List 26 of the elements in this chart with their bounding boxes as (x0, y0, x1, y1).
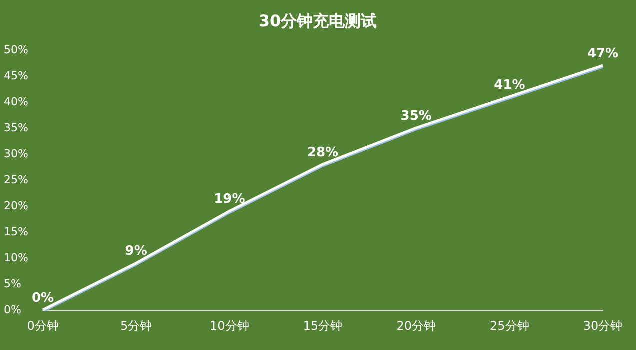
y-tick-label: 50% (4, 44, 28, 56)
data-label: 9% (125, 244, 148, 260)
x-tick-label: 5分钟 (120, 319, 152, 333)
chart-title: 30分钟充电测试 (258, 12, 378, 30)
x-tick-label: 30分钟 (583, 319, 623, 333)
data-label: 47% (587, 46, 619, 62)
y-tick-label: 40% (4, 96, 28, 108)
x-tick-label: 20分钟 (396, 319, 436, 333)
x-tick-label: 15分钟 (303, 319, 343, 333)
data-label: 0% (32, 291, 54, 306)
data-label: 19% (214, 192, 246, 208)
data-label: 28% (307, 145, 339, 160)
y-tick-label: 10% (4, 252, 28, 264)
y-tick-label: 5% (4, 278, 22, 290)
y-tick-label: 0% (4, 304, 22, 316)
data-label: 41% (494, 78, 526, 93)
x-tick-label: 25分钟 (490, 319, 530, 333)
y-tick-label: 35% (4, 122, 28, 134)
y-tick-label: 20% (4, 200, 28, 212)
x-tick-label: 0分钟 (27, 319, 59, 333)
y-tick-label: 15% (4, 226, 28, 238)
y-tick-label: 30% (4, 148, 28, 160)
y-tick-label: 45% (4, 70, 28, 82)
data-label: 35% (400, 109, 432, 124)
y-tick-label: 25% (4, 174, 28, 186)
x-tick-label: 10分钟 (210, 319, 250, 333)
